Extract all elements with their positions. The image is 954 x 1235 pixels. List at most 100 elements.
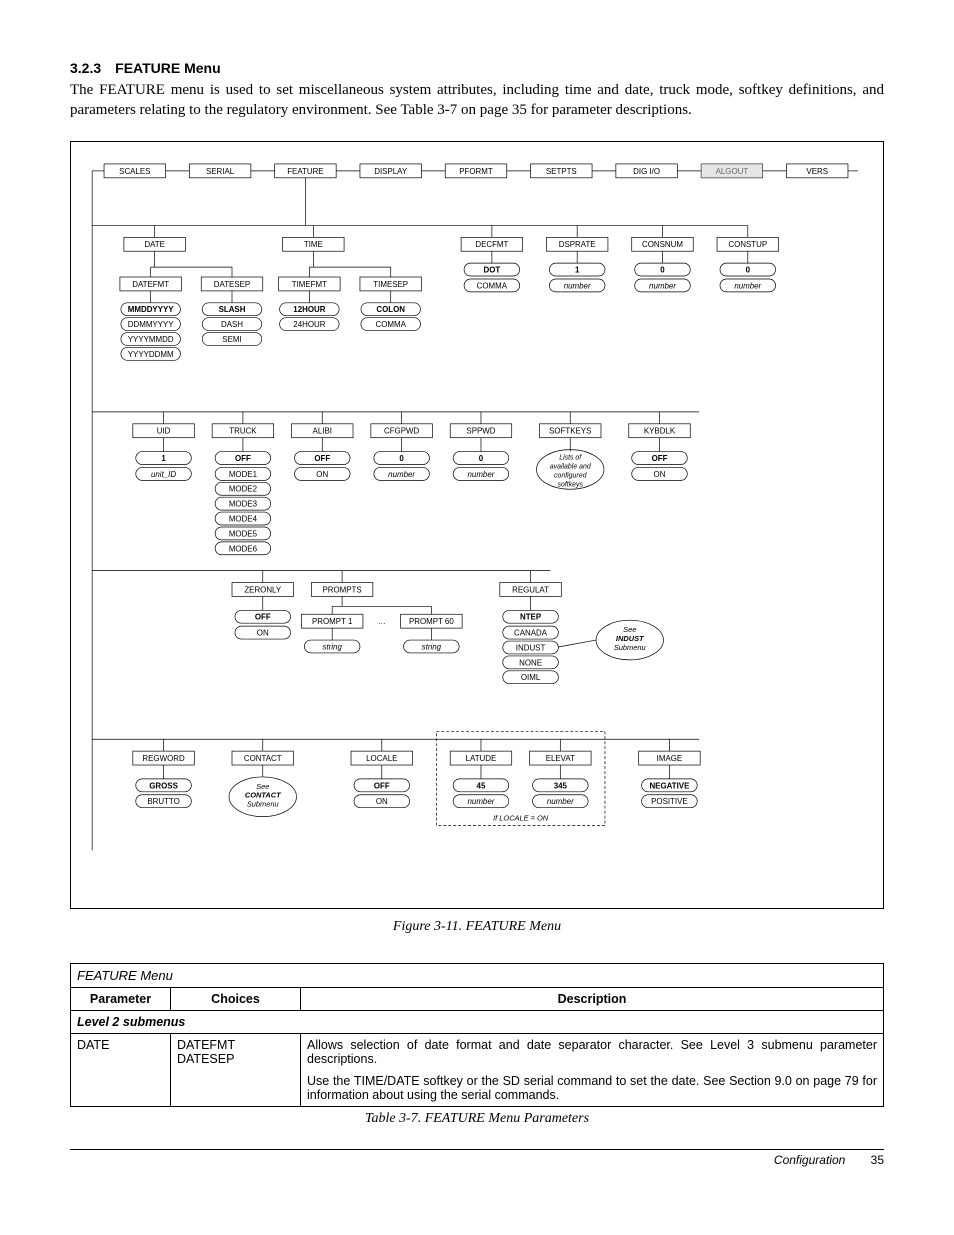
svg-text:REGWORD: REGWORD bbox=[142, 754, 185, 763]
svg-text:ON: ON bbox=[376, 797, 388, 806]
svg-text:DISPLAY: DISPLAY bbox=[374, 166, 408, 175]
svg-text:unit_ID: unit_ID bbox=[151, 469, 176, 478]
svg-text:LOCALE: LOCALE bbox=[366, 754, 397, 763]
svg-text:1: 1 bbox=[575, 265, 580, 274]
svg-text:ON: ON bbox=[316, 469, 328, 478]
svg-text:Submenu: Submenu bbox=[247, 799, 279, 808]
figure-caption: Figure 3-11. FEATURE Menu bbox=[70, 919, 884, 935]
svg-text:DATESEP: DATESEP bbox=[214, 279, 250, 288]
svg-text:INDUST: INDUST bbox=[516, 643, 546, 652]
svg-text:softkeys: softkeys bbox=[558, 481, 584, 488]
section-number: 3.2.3 bbox=[70, 60, 101, 76]
svg-text:MODE6: MODE6 bbox=[229, 544, 258, 553]
svg-text:string: string bbox=[422, 642, 442, 651]
svg-text:0: 0 bbox=[746, 265, 751, 274]
svg-text:SOFTKEYS: SOFTKEYS bbox=[549, 426, 591, 435]
svg-text:COMMA: COMMA bbox=[477, 281, 508, 290]
table-row: DATE DATEFMT DATESEP Allows selection of… bbox=[71, 1033, 884, 1106]
svg-text:NTEP: NTEP bbox=[520, 612, 542, 621]
svg-text:OIML: OIML bbox=[521, 673, 541, 682]
col-parameter: Parameter bbox=[71, 987, 171, 1010]
svg-text:number: number bbox=[468, 469, 495, 478]
svg-text:ON: ON bbox=[257, 628, 269, 637]
col-description: Description bbox=[301, 987, 884, 1010]
cell-choices: DATEFMT DATESEP bbox=[171, 1033, 301, 1106]
svg-text:UID: UID bbox=[157, 426, 171, 435]
svg-text:CFGPWD: CFGPWD bbox=[384, 426, 419, 435]
svg-text:SLASH: SLASH bbox=[219, 305, 246, 314]
svg-text:CONSNUM: CONSNUM bbox=[642, 240, 683, 249]
svg-text:If LOCALE = ON: If LOCALE = ON bbox=[493, 813, 549, 822]
svg-text:See: See bbox=[623, 625, 636, 634]
section-heading: 3.2.3 FEATURE Menu bbox=[70, 60, 884, 76]
svg-text:GROSS: GROSS bbox=[149, 781, 178, 790]
svg-text:OFF: OFF bbox=[255, 612, 271, 621]
svg-text:1: 1 bbox=[161, 454, 166, 463]
svg-text:NEGATIVE: NEGATIVE bbox=[649, 781, 689, 790]
svg-text:MODE3: MODE3 bbox=[229, 499, 258, 508]
svg-text:0: 0 bbox=[660, 265, 665, 274]
svg-text:24HOUR: 24HOUR bbox=[293, 320, 325, 329]
svg-text:PROMPTS: PROMPTS bbox=[323, 585, 362, 594]
svg-text:COMMA: COMMA bbox=[376, 320, 407, 329]
svg-text:ZERONLY: ZERONLY bbox=[244, 585, 282, 594]
svg-text:VERS: VERS bbox=[806, 166, 828, 175]
svg-text:configured: configured bbox=[554, 472, 588, 479]
svg-text:OFF: OFF bbox=[652, 454, 668, 463]
svg-text:YYYYDDMM: YYYYDDMM bbox=[128, 349, 174, 358]
section-title: FEATURE Menu bbox=[115, 60, 221, 76]
svg-text:MODE4: MODE4 bbox=[229, 514, 258, 523]
svg-text:TIMEFMT: TIMEFMT bbox=[292, 279, 327, 288]
svg-text:PROMPT 1: PROMPT 1 bbox=[312, 617, 353, 626]
svg-text:DATEFMT: DATEFMT bbox=[132, 279, 169, 288]
svg-text:CANADA: CANADA bbox=[514, 628, 548, 637]
svg-text:345: 345 bbox=[554, 781, 568, 790]
svg-text:ON: ON bbox=[654, 469, 666, 478]
svg-text:Submenu: Submenu bbox=[614, 642, 646, 651]
svg-text:MODE5: MODE5 bbox=[229, 529, 258, 538]
svg-text:number: number bbox=[564, 281, 591, 290]
svg-text:DATE: DATE bbox=[144, 240, 165, 249]
footer-label: Configuration bbox=[774, 1153, 845, 1167]
svg-text:FEATURE: FEATURE bbox=[287, 166, 323, 175]
svg-text:ELEVAT: ELEVAT bbox=[546, 754, 575, 763]
svg-text:POSITIVE: POSITIVE bbox=[651, 797, 688, 806]
svg-text:REGULAT: REGULAT bbox=[512, 585, 549, 594]
page-footer: Configuration 35 bbox=[70, 1149, 884, 1167]
svg-text:SPPWD: SPPWD bbox=[466, 426, 495, 435]
footer-page: 35 bbox=[871, 1153, 884, 1167]
col-choices: Choices bbox=[171, 987, 301, 1010]
svg-text:SEMI: SEMI bbox=[222, 334, 241, 343]
table-title: FEATURE Menu bbox=[71, 963, 884, 987]
feature-parameters-table: FEATURE Menu Parameter Choices Descripti… bbox=[70, 963, 884, 1107]
svg-text:DDMMYYYY: DDMMYYYY bbox=[128, 320, 174, 329]
table-subheader: Level 2 submenus bbox=[71, 1010, 884, 1033]
svg-text:INDUST: INDUST bbox=[616, 634, 645, 643]
svg-text:DECFMT: DECFMT bbox=[475, 240, 508, 249]
svg-text:TIME: TIME bbox=[304, 240, 323, 249]
svg-text:CONSTUP: CONSTUP bbox=[728, 240, 767, 249]
svg-text:SETPTS: SETPTS bbox=[546, 166, 577, 175]
svg-text:COLON: COLON bbox=[376, 305, 405, 314]
svg-text:number: number bbox=[388, 469, 415, 478]
svg-text:MMDDYYYY: MMDDYYYY bbox=[128, 305, 174, 314]
svg-text:OFF: OFF bbox=[374, 781, 390, 790]
svg-text:Lists of: Lists of bbox=[559, 454, 582, 461]
svg-text:number: number bbox=[734, 281, 761, 290]
svg-text:LATUDE: LATUDE bbox=[466, 754, 497, 763]
table-caption: Table 3-7. FEATURE Menu Parameters bbox=[70, 1111, 884, 1127]
cell-desc: Allows selection of date format and date… bbox=[301, 1033, 884, 1106]
svg-text:SCALES: SCALES bbox=[119, 166, 150, 175]
svg-text:12HOUR: 12HOUR bbox=[293, 305, 325, 314]
svg-text:SERIAL: SERIAL bbox=[206, 166, 235, 175]
feature-menu-diagram: SCALESSERIALFEATUREDISPLAYPFORMTSETPTSDI… bbox=[70, 141, 884, 909]
svg-text:DASH: DASH bbox=[221, 320, 243, 329]
svg-text:YYYYMMDD: YYYYMMDD bbox=[128, 334, 174, 343]
svg-text:CONTACT: CONTACT bbox=[245, 790, 282, 799]
svg-text:MODE2: MODE2 bbox=[229, 484, 257, 493]
svg-text:CONTACT: CONTACT bbox=[244, 754, 282, 763]
svg-text:…: … bbox=[378, 617, 386, 626]
svg-text:DOT: DOT bbox=[484, 265, 501, 274]
svg-text:KYBDLK: KYBDLK bbox=[644, 426, 676, 435]
svg-text:PROMPT 60: PROMPT 60 bbox=[409, 617, 454, 626]
